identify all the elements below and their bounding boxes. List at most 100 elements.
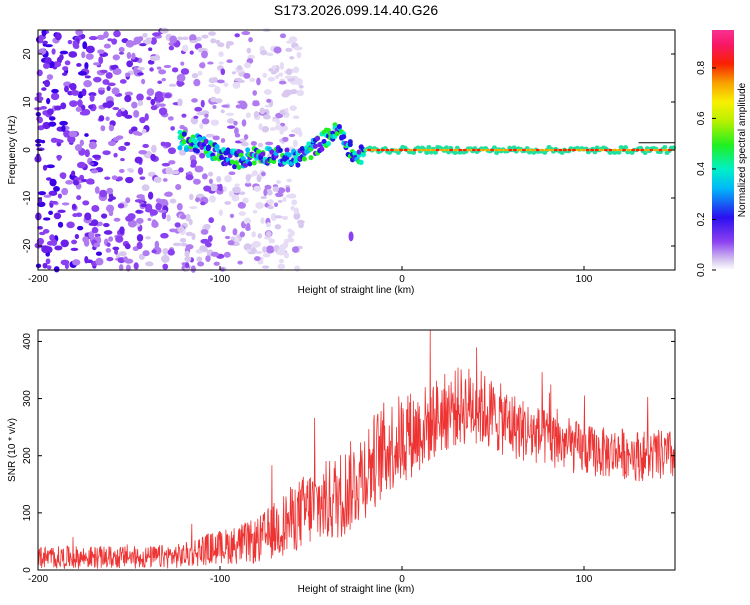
spectrogram-noise-cell <box>39 231 46 236</box>
spectrogram-noise-cell <box>59 120 68 126</box>
spectrogram-noise-cell <box>54 105 62 111</box>
spectrogram-noise-cell <box>267 76 276 82</box>
spectrogram-noise-cell <box>292 139 298 148</box>
spectrogram-noise-cell <box>131 126 138 133</box>
spectrogram-noise-cell <box>208 84 216 88</box>
spectrogram-noise-cell <box>118 51 125 55</box>
spectrogram-noise-cell <box>142 143 149 149</box>
spectrogram-peak-cell <box>512 148 517 152</box>
spectrogram-noise-cell <box>277 247 286 256</box>
spectrogram-noise-cell <box>147 191 154 200</box>
spectrogram-noise-cell <box>125 197 131 204</box>
spectrogram-noise-cell <box>85 178 95 185</box>
spectrogram-noise-cell <box>260 195 268 200</box>
spectrogram-noise-cell <box>185 231 194 237</box>
spectrogram-noise-cell <box>185 244 194 250</box>
spectrogram-noise-cell <box>190 265 196 273</box>
spectrogram-noise-cell <box>177 36 184 41</box>
spectrogram-peak-cell <box>485 148 490 152</box>
spectrogram-peak-cell <box>640 148 645 152</box>
spectrogram-peak-cell <box>571 148 576 152</box>
spectrogram-noise-cell <box>71 90 80 96</box>
spectrogram-noise-cell <box>51 88 59 94</box>
spectrogram-noise-cell <box>279 128 284 135</box>
spectrogram-trace-cell <box>424 150 430 155</box>
spectrogram-peak-cell <box>576 148 581 152</box>
spectrogram-noise-cell <box>73 177 81 181</box>
spectrogram-noise-cell <box>294 265 301 272</box>
spectrogram-noise-cell <box>238 191 246 196</box>
spectrogram-trace-cell <box>184 146 190 152</box>
spectrogram-noise-cell <box>92 62 101 66</box>
spectrogram-noise-cell <box>208 217 214 224</box>
spectrogram-noise-cell <box>255 201 264 210</box>
spectrogram-noise-cell <box>209 183 218 192</box>
spectrogram-peak-cell <box>426 148 431 152</box>
spectrogram-noise-cell <box>126 52 132 59</box>
y-tick-label: 0 <box>22 147 33 153</box>
spectrogram-noise-cell <box>44 79 51 88</box>
spectrogram-trace-cell <box>212 155 218 161</box>
spectrogram-noise-cell <box>120 157 125 162</box>
spectrogram-noise-cell <box>71 239 78 245</box>
spectrogram-noise-cell <box>188 218 193 226</box>
spectrogram-noise-cell <box>246 248 252 253</box>
spectrogram-noise-cell <box>207 171 214 177</box>
spectrogram-noise-cell <box>256 77 261 86</box>
spectrogram-noise-cell <box>254 250 263 254</box>
spectrogram-noise-cell <box>88 141 97 150</box>
spectrogram-noise-cell <box>207 61 214 65</box>
spectrogram-noise-cell <box>41 87 47 91</box>
spectrogram-trace-cell <box>286 152 292 158</box>
spectrogram-noise-cell <box>151 219 157 226</box>
spectrogram-noise-cell <box>158 69 167 75</box>
spectrogram-noise-cell <box>89 94 95 102</box>
colorbar-tick-label: 0.2 <box>696 212 707 226</box>
spectrogram-noise-cell <box>189 40 198 44</box>
spectrogram-peak-cell <box>567 148 572 152</box>
spectrogram-noise-cell <box>274 124 283 131</box>
spectrogram-noise-cell <box>37 37 44 44</box>
spectrogram-noise-cell <box>296 51 302 59</box>
spectrogram-trace-cell <box>347 139 353 145</box>
spectrogram-noise-cell <box>237 260 243 265</box>
spectrogram-noise-cell <box>263 89 272 95</box>
spectrogram-noise-cell <box>229 213 235 218</box>
spectrogram-noise-cell <box>281 215 289 220</box>
spectrogram-noise-cell <box>264 184 272 190</box>
spectrogram-noise-cell <box>196 256 203 262</box>
spectrogram-noise-cell <box>56 154 62 161</box>
colorbar-tick-label: 0.8 <box>696 61 707 75</box>
spectrogram-noise-cell <box>51 48 56 55</box>
spectrogram-noise-cell <box>81 178 88 183</box>
spectrogram-noise-cell <box>43 217 51 221</box>
colorbar-ticks: 0.0 0.2 0.4 0.6 0.8 <box>696 61 716 277</box>
spectrogram-peak-cell <box>535 148 540 152</box>
spectrogram-noise-cell <box>103 43 111 49</box>
spectrogram-noise-cell <box>253 185 262 192</box>
spectrogram-noise-cell <box>282 196 287 203</box>
spectrogram-noise-cell <box>125 40 134 48</box>
spectrogram-noise-cell <box>74 144 83 152</box>
spectrogram-noise-cell <box>53 185 60 192</box>
spectrogram-trace-cell <box>284 147 290 153</box>
spectrogram-noise-cell <box>103 223 110 228</box>
spectrogram-noise-cell <box>110 65 117 70</box>
spectrogram-noise-cell <box>42 62 50 69</box>
spectrogram-noise-cell <box>227 240 235 246</box>
spectrogram-trace-cell <box>301 156 307 162</box>
x-tick-label: 100 <box>576 574 593 585</box>
spectrogram-noise-cell <box>137 167 144 175</box>
spectrogram-noise-cell <box>189 205 198 210</box>
spectrogram-noise-cell <box>83 80 92 88</box>
spectrogram-noise-cell <box>207 235 213 242</box>
spectrogram-noise-cell <box>233 120 238 126</box>
spectrogram-noise-cell <box>144 113 149 121</box>
snr-x-ticks: -200 -100 0 100 <box>28 566 593 585</box>
spectrogram-noise-cell <box>154 91 164 99</box>
spectrogram-noise-cell <box>290 205 295 211</box>
spectrogram-noise-cell <box>160 27 169 34</box>
spectrogram-noise-cell <box>69 100 78 108</box>
spectrogram-noise-cell <box>88 231 95 239</box>
spectrogram-noise-cell <box>107 38 113 42</box>
